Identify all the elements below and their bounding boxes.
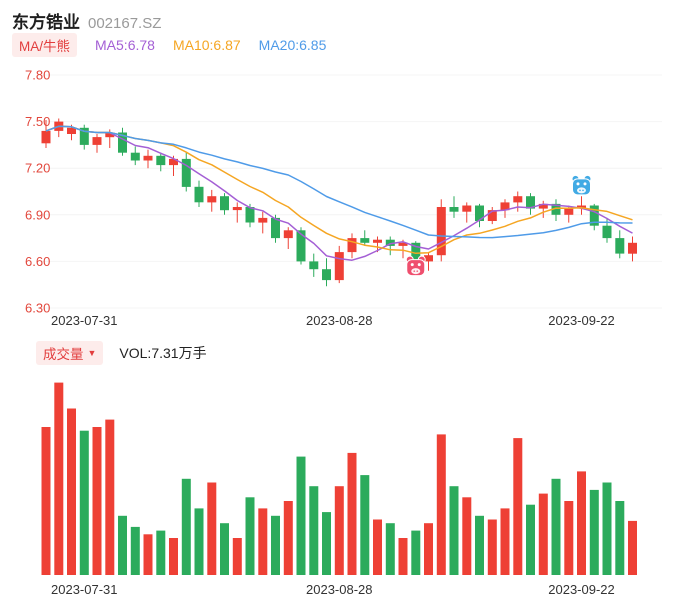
svg-text:2023-09-22: 2023-09-22 [548,582,615,597]
svg-text:6.30: 6.30 [25,301,50,316]
bear-marker-icon[interactable] [571,174,592,196]
volume-header: 成交量 ▼ VOL:7.31万手 [36,341,207,365]
svg-text:7.80: 7.80 [25,68,50,83]
svg-text:6.90: 6.90 [25,207,50,222]
svg-text:2023-08-28: 2023-08-28 [306,313,373,328]
ma-bullbear-toggle[interactable]: MA/牛熊 [12,33,78,57]
svg-text:7.20: 7.20 [25,161,50,176]
volume-type-dropdown[interactable]: 成交量 ▼ [36,341,104,365]
svg-text:2023-09-22: 2023-09-22 [548,313,615,328]
header: 东方锆业 002167.SZ [12,8,161,33]
stock-code: 002167.SZ [88,15,162,32]
ma20-legend: MA20:6.85 [258,37,327,53]
svg-text:7.50: 7.50 [25,114,50,129]
volume-chart[interactable]: 2023-07-31 2023-08-28 2023-09-22 [0,368,686,606]
svg-text:6.60: 6.60 [25,254,50,269]
volume-value: VOL:7.31万手 [119,345,207,361]
ma5-legend: MA5:6.78 [95,37,155,53]
ma-legend-row: MA/牛熊 MA5:6.78 MA10:6.87 MA20:6.85 [12,33,326,57]
svg-text:2023-07-31: 2023-07-31 [51,313,118,328]
svg-text:2023-08-28: 2023-08-28 [306,582,373,597]
stock-name: 东方锆业 [12,13,80,32]
bull-marker-icon[interactable] [405,255,426,277]
volume-label: 成交量 [43,347,84,362]
svg-text:2023-07-31: 2023-07-31 [51,582,118,597]
dropdown-arrow-icon: ▼ [87,348,97,358]
ma10-legend: MA10:6.87 [172,37,241,53]
